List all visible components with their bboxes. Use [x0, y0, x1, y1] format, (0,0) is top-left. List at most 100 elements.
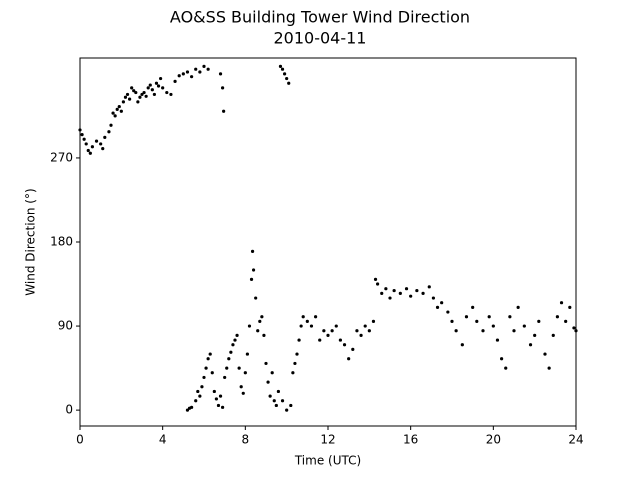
point [185, 408, 190, 412]
y-tick-label: 270 [50, 150, 73, 164]
point [94, 139, 99, 143]
point [285, 408, 289, 412]
point [287, 81, 291, 85]
point [272, 399, 276, 403]
point [84, 142, 88, 146]
point [134, 90, 138, 95]
point [293, 361, 297, 366]
point [427, 285, 431, 289]
point [90, 145, 94, 149]
point [256, 329, 260, 333]
point [111, 111, 115, 115]
x-axis-label: Time (UTC) [294, 454, 361, 468]
point [212, 389, 216, 394]
point [475, 319, 479, 323]
point [227, 357, 231, 361]
plot-frame [79, 57, 577, 427]
point [440, 301, 444, 305]
point [297, 338, 301, 342]
point [270, 371, 274, 375]
point [285, 76, 289, 81]
point [231, 343, 235, 347]
point [190, 75, 194, 79]
point [450, 319, 454, 323]
point [421, 291, 425, 295]
point [222, 109, 226, 113]
point [338, 338, 342, 342]
point [491, 324, 495, 328]
point [264, 361, 268, 366]
point [363, 324, 367, 328]
point [435, 305, 440, 309]
y-tick-label: 180 [50, 235, 73, 249]
point [138, 95, 142, 99]
point [278, 64, 283, 69]
point [351, 347, 355, 352]
point [249, 277, 254, 281]
point [119, 109, 123, 113]
point [355, 329, 359, 333]
point [132, 89, 136, 93]
point [233, 338, 237, 342]
point [250, 249, 255, 253]
point [194, 67, 198, 71]
point [204, 366, 208, 370]
point [454, 329, 458, 333]
point [150, 88, 154, 92]
point [471, 305, 475, 309]
x-tick-label: 4 [159, 433, 167, 447]
point [392, 288, 396, 293]
point [568, 305, 572, 309]
point [198, 70, 202, 74]
point [214, 397, 218, 401]
point [533, 333, 537, 338]
point [80, 132, 84, 137]
point [159, 76, 163, 81]
point [218, 394, 223, 398]
x-tick-label: 8 [242, 433, 250, 447]
point [415, 288, 419, 293]
point [128, 97, 132, 101]
point [334, 324, 338, 328]
point [342, 343, 347, 347]
point [243, 371, 247, 375]
point [181, 72, 185, 76]
point [326, 333, 330, 338]
point [299, 324, 303, 328]
point [198, 394, 202, 398]
point [152, 92, 156, 97]
point [280, 67, 285, 71]
y-tick-label: 0 [65, 403, 73, 417]
point [136, 100, 140, 104]
point [572, 326, 576, 330]
point [376, 282, 380, 286]
point [522, 324, 526, 328]
chart-title: AO&SS Building Tower Wind Direction [170, 8, 470, 27]
point [481, 329, 485, 333]
point [117, 104, 121, 109]
point [225, 366, 229, 370]
point [206, 67, 210, 71]
point [165, 90, 169, 95]
point [210, 371, 214, 375]
point [537, 319, 541, 323]
point [380, 291, 384, 295]
point [258, 319, 262, 323]
point [559, 301, 564, 305]
point [551, 333, 555, 338]
point [142, 90, 146, 95]
point [500, 357, 504, 361]
y-axis-label: Wind Direction (°) [24, 188, 38, 295]
point [388, 296, 392, 300]
point [309, 324, 314, 328]
point [218, 72, 223, 76]
point [301, 315, 305, 319]
point [404, 287, 409, 291]
point [109, 123, 113, 127]
x-tick-label: 24 [568, 433, 583, 447]
point [115, 107, 119, 111]
point [173, 79, 177, 83]
point [367, 329, 371, 333]
point [223, 375, 227, 380]
